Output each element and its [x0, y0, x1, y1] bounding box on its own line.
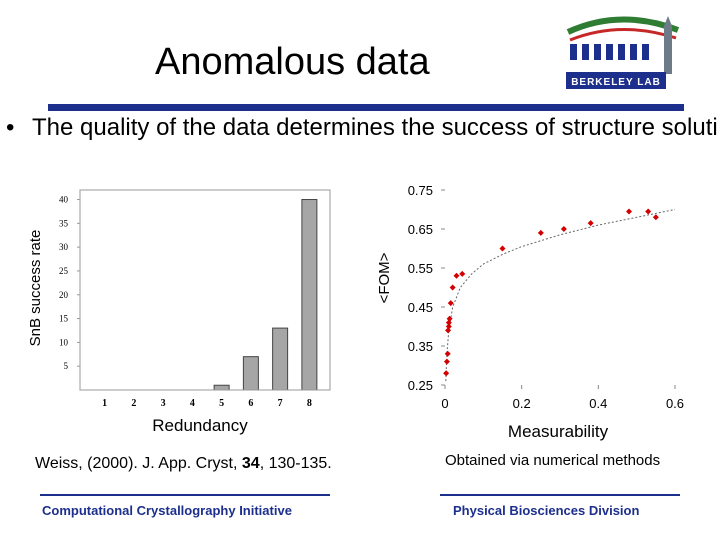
logo-text: BERKELEY LAB	[571, 77, 661, 88]
measurability-scatter-chart: 0.25 0.35 0.45 0.55 0.65 0.75 0 0.2 0.4 0.6 <FOM>…	[376, 183, 684, 441]
scatter-point	[459, 270, 466, 277]
title-rule	[48, 104, 684, 111]
chart2-ytick-label: 0.75	[408, 183, 433, 198]
chart1-xtick-label: 1	[102, 398, 107, 409]
chart2-xtick-label: 0	[441, 396, 448, 411]
bar-7	[272, 327, 289, 391]
chart1-xtick-label: 8	[307, 398, 312, 409]
scatter-point	[626, 208, 632, 215]
scatter-point	[645, 208, 652, 215]
chart1-ytick-label: 15	[59, 314, 69, 324]
scatter-point	[652, 214, 659, 221]
chart1-xtick-label: 4	[190, 398, 195, 409]
logo-arc-red	[569, 27, 677, 42]
bullet-text: The quality of the data determines the s…	[32, 114, 718, 141]
chart2-xtick-label: 0.6	[666, 396, 684, 411]
chart2-ytick-label: 0.65	[408, 222, 433, 237]
citation-volume: 34	[241, 455, 260, 472]
scatter-point	[447, 300, 454, 307]
scatter-point	[444, 350, 451, 357]
bullet-point: • The quality of the data determines the …	[6, 112, 718, 144]
chart2-ytick-label: 0.45	[408, 300, 433, 315]
citation-authors: Weiss, (2000). J. App. Cryst,	[35, 455, 242, 472]
chart1-xtick-label: 5	[219, 398, 224, 409]
method-note: Obtained via numerical methods	[445, 452, 661, 469]
chart1-plot-frame	[79, 189, 331, 391]
citation: Weiss, (2000). J. App. Cryst, 34, 130-13…	[35, 455, 332, 473]
chart1-ytick-label: 35	[59, 218, 69, 228]
chart1-xtick-label: 3	[161, 398, 166, 409]
bar-6	[242, 356, 259, 391]
footer-rule-left	[40, 494, 330, 496]
chart2-xlabel: Measurability	[508, 422, 609, 441]
chart2-ylabel: <FOM>	[376, 252, 393, 303]
scatter-point	[560, 226, 567, 232]
chart1-xlabel: Redundancy	[152, 416, 248, 435]
chart2-xtick-label: 0.4	[589, 396, 607, 411]
chart1-ytick-label: 40	[59, 195, 69, 205]
footer-right: Physical Biosciences Division	[453, 503, 640, 518]
footer-rule-right	[440, 494, 680, 496]
chart1-ytick-label: 10	[59, 337, 69, 347]
chart1-ytick-label: 25	[59, 266, 69, 276]
chart2-ytick-label: 0.25	[408, 378, 433, 393]
citation-pages: , 130-135.	[259, 455, 332, 472]
scatter-point	[445, 323, 452, 330]
logo-columns-icon	[570, 44, 649, 60]
bar-8	[301, 199, 318, 391]
logo-tower-icon	[664, 16, 672, 74]
redundancy-bar-chart: 5 10 15 20 25 30 35 40 1 2 3 4 5 6 7 8 SnB success rate…	[27, 189, 331, 435]
bullet-glyph: •	[6, 114, 15, 141]
scatter-point	[443, 358, 450, 365]
chart1-ytick-label: 20	[59, 290, 69, 300]
scatter-point	[453, 272, 460, 279]
scatter-point	[587, 220, 594, 227]
scatter-point	[443, 370, 450, 377]
scatter-point	[445, 327, 452, 334]
chart1-xtick-label: 7	[278, 398, 283, 409]
scatter-point	[449, 284, 456, 291]
chart2-ytick-label: 0.35	[408, 339, 433, 354]
chart1-ytick-label: 30	[59, 242, 69, 252]
scatter-point	[499, 245, 506, 252]
chart2-ytick-label: 0.55	[408, 261, 433, 276]
berkeley-lab-logo: BERKELEY LAB	[566, 16, 680, 89]
scatter-point	[446, 315, 453, 322]
footer-left: Computational Crystallography Initiative	[42, 503, 292, 518]
slide-title: Anomalous data	[155, 41, 430, 83]
bar-5	[213, 384, 230, 391]
scatter-point	[537, 229, 544, 236]
chart2-xtick-label: 0.2	[513, 396, 531, 411]
chart1-xtick-label: 2	[131, 398, 136, 409]
chart1-ytick-label: 5	[64, 361, 69, 371]
scatter-point	[445, 319, 452, 326]
chart1-xtick-label: 6	[248, 398, 253, 409]
chart1-ylabel: SnB success rate	[27, 230, 44, 347]
fit-curve	[445, 209, 676, 382]
